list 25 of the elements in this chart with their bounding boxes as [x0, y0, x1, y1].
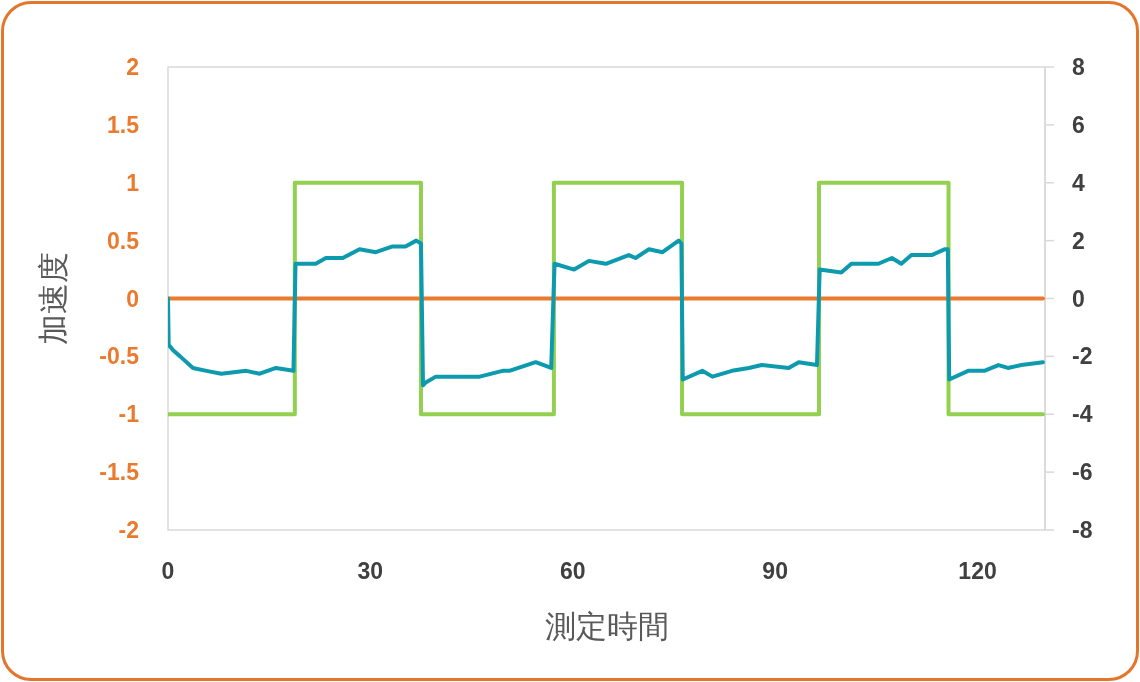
y2-tick-label: -4 — [1072, 401, 1093, 428]
y-tick-label: 0 — [126, 285, 139, 312]
x-tick-label: 30 — [357, 558, 384, 584]
y-tick-label: -1.5 — [99, 459, 140, 486]
y-tick-label: -1 — [118, 401, 140, 428]
y2-tick-label: -8 — [1072, 517, 1093, 543]
y-tick-label: 1 — [126, 169, 140, 196]
x-tick-label: 90 — [762, 558, 788, 584]
y2-tick-label: -2 — [1072, 343, 1093, 370]
y2-tick-label: -6 — [1072, 459, 1093, 486]
y2-tick-label: 6 — [1072, 111, 1085, 138]
x-tick-label: 0 — [161, 558, 175, 584]
y2-tick-label: 2 — [1072, 227, 1085, 254]
x-tick-label: 60 — [559, 558, 586, 584]
y-tick-label: 0.5 — [107, 227, 140, 254]
ylabel: 加速度 — [36, 252, 71, 345]
y2-tick-label: 4 — [1072, 169, 1085, 196]
y-tick-label: 2 — [126, 54, 139, 80]
y2-tick-label: 0 — [1072, 285, 1085, 312]
xlabel: 測定時間 — [544, 609, 669, 644]
y-tick-label: -2 — [118, 517, 139, 543]
y2-tick-label: 8 — [1072, 54, 1085, 80]
y-tick-label: -0.5 — [99, 343, 140, 370]
y-tick-label: 1.5 — [107, 111, 140, 138]
x-tick-label: 120 — [958, 558, 997, 584]
